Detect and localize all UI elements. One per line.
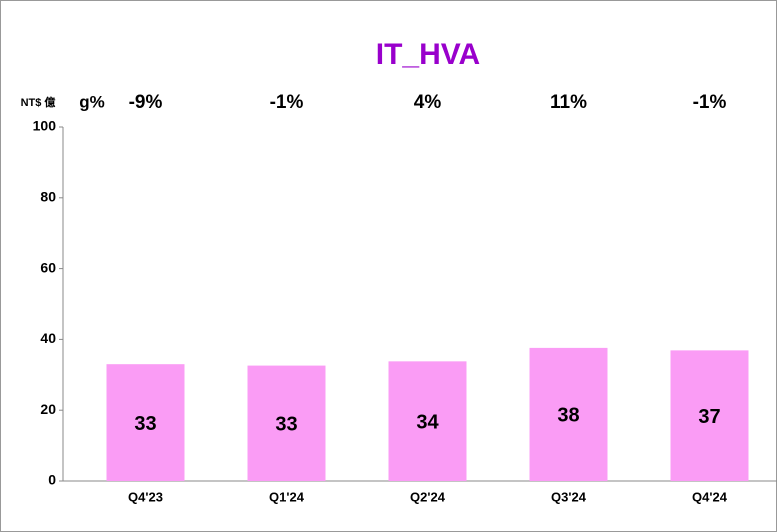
y-tick-label: 40 bbox=[40, 330, 56, 346]
bar bbox=[388, 361, 467, 481]
growth-label: -1% bbox=[693, 92, 727, 113]
value-label: 33 bbox=[134, 413, 156, 435]
growth-label: 11% bbox=[550, 92, 587, 113]
y-tick-label: 80 bbox=[40, 189, 56, 205]
growth-title: g% bbox=[79, 92, 105, 111]
x-tick-label: Q1'24 bbox=[269, 489, 305, 504]
y-tick-label: 100 bbox=[33, 118, 57, 134]
bar bbox=[529, 347, 608, 481]
y-unit-label: NT$ 億 bbox=[21, 95, 56, 109]
growth-label: -1% bbox=[270, 92, 304, 113]
bar bbox=[106, 364, 185, 481]
x-tick-label: Q2'24 bbox=[410, 489, 446, 504]
bar bbox=[247, 365, 326, 481]
value-label: 37 bbox=[698, 406, 720, 428]
x-tick-label: Q3'24 bbox=[551, 489, 587, 504]
y-tick-label: 0 bbox=[48, 472, 56, 488]
value-label: 33 bbox=[275, 414, 297, 436]
value-label: 38 bbox=[557, 405, 579, 427]
x-tick-label: Q4'24 bbox=[692, 489, 728, 504]
growth-label: 4% bbox=[414, 92, 442, 113]
y-tick-label: 20 bbox=[40, 401, 56, 417]
growth-label: -9% bbox=[129, 92, 163, 113]
chart-title: IT_HVA bbox=[376, 38, 480, 71]
x-tick-label: Q4'23 bbox=[128, 489, 163, 504]
bar bbox=[670, 350, 749, 481]
value-label: 34 bbox=[416, 411, 439, 433]
y-tick-label: 60 bbox=[40, 259, 56, 275]
